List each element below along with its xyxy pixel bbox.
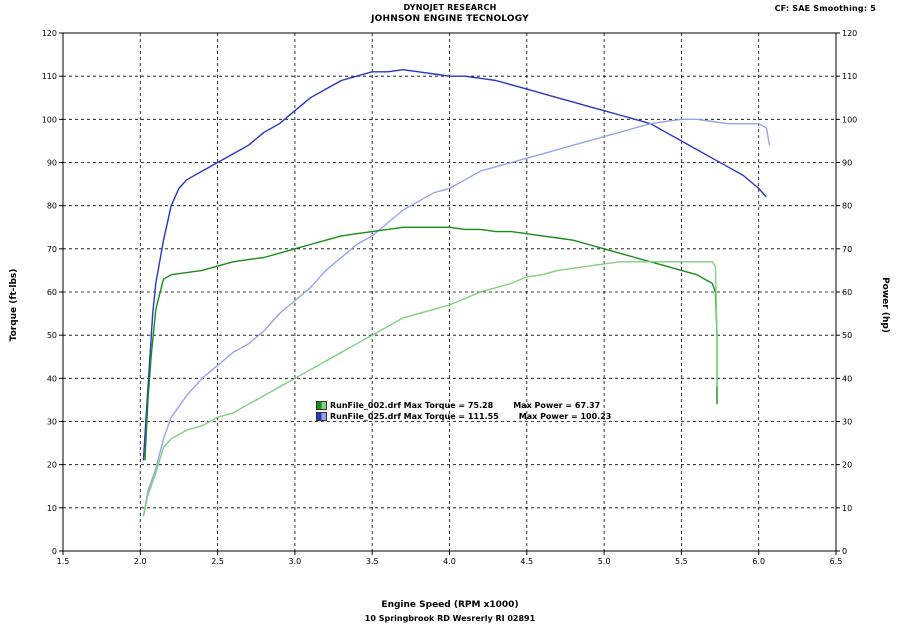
x-tick-label: 2.5 (211, 557, 224, 566)
axis-ticks: 1.5 2.0 2.5 3.0 3.5 4.0 4.5 5.0 5.5 6.0 6.50 010 102… (42, 29, 858, 566)
y-tick-label: 20 (47, 461, 57, 470)
y-tick-label: 100 (42, 115, 57, 124)
y-tick-label: 70 (47, 245, 57, 254)
legend-swatch-green (316, 401, 327, 410)
y-tick-label: 90 (47, 159, 57, 168)
x-tick-label: 5.0 (598, 557, 611, 566)
header-line1: DYNOJET RESEARCH (403, 3, 497, 12)
y-tick-label: 30 (47, 418, 57, 427)
y-tick-label: 120 (42, 29, 57, 38)
x-tick-label: 4.5 (520, 557, 533, 566)
legend-swatch-blue (316, 412, 327, 421)
chart-series (142, 68, 771, 517)
x-tick-label: 3.0 (289, 557, 302, 566)
series-line (142, 261, 718, 517)
y-tick-label: 110 (42, 72, 57, 81)
series-line (144, 226, 718, 461)
x-tick-label: 1.5 (57, 557, 70, 566)
y-tick-label: 50 (47, 331, 57, 340)
legend-item: RunFile_002.drf Max Torque = 75.28 Max Po… (316, 400, 611, 411)
y2-tick-label: 60 (842, 288, 852, 297)
y-tick-label: 60 (47, 288, 57, 297)
y2-tick-label: 40 (842, 374, 852, 383)
grid-lines (63, 33, 836, 551)
y2-tick-label: 20 (842, 461, 852, 470)
y-tick-label: 10 (47, 504, 57, 513)
legend-item: RunFile_025.drf Max Torque = 111.55 Max P… (316, 411, 611, 422)
plot-frame (62, 32, 837, 552)
series-line (142, 68, 767, 461)
y2-tick-label: 70 (842, 245, 852, 254)
y2-tick-label: 90 (842, 159, 852, 168)
y-axis-left-label: Torque (ft-lbs) (9, 268, 19, 342)
legend-max-torque: Max Torque = 111.55 (403, 412, 499, 421)
y-tick-label: 0 (52, 547, 57, 556)
header-line2: JOHNSON ENGINE TECNOLOGY (371, 14, 529, 24)
x-tick-label: 6.0 (752, 557, 765, 566)
x-tick-label: 2.0 (134, 557, 147, 566)
y2-tick-label: 80 (842, 202, 852, 211)
y2-tick-label: 100 (842, 115, 857, 124)
legend-file: RunFile_025.drf (330, 412, 401, 421)
y-tick-label: 80 (47, 202, 57, 211)
legend: RunFile_002.drf Max Torque = 75.28 Max Po… (316, 400, 611, 422)
legend-max-torque: Max Torque = 75.28 (403, 401, 494, 410)
x-axis-label: Engine Speed (RPM x1000) (381, 600, 519, 610)
x-tick-label: 4.0 (443, 557, 456, 566)
legend-file: RunFile_002.drf (330, 401, 401, 410)
legend-max-power: Max Power = 100.23 (518, 412, 612, 421)
correction-factor-info: CF: SAE Smoothing: 5 (774, 4, 876, 13)
y2-tick-label: 10 (842, 504, 852, 513)
y-axis-right-label: Power (hp) (880, 277, 890, 333)
y-tick-label: 40 (47, 374, 57, 383)
legend-max-power: Max Power = 67.37 (513, 401, 601, 410)
x-tick-label: 5.5 (675, 557, 688, 566)
series-line (142, 118, 771, 517)
x-tick-label: 6.5 (830, 557, 843, 566)
y2-tick-label: 110 (842, 72, 857, 81)
y2-tick-label: 120 (842, 29, 857, 38)
footer-address: 10 Springbrook RD Wesrerly RI 02891 (364, 614, 536, 623)
x-tick-label: 3.5 (366, 557, 379, 566)
y2-tick-label: 30 (842, 418, 852, 427)
y2-tick-label: 0 (842, 547, 847, 556)
y2-tick-label: 50 (842, 331, 852, 340)
